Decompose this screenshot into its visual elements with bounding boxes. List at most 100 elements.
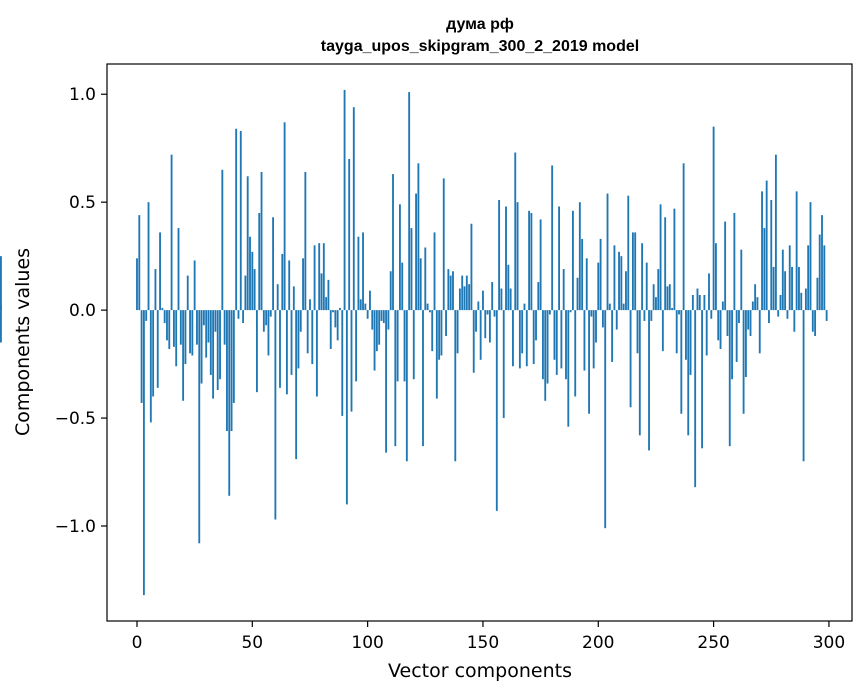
bar-20 <box>182 310 185 401</box>
bar-10 <box>159 232 161 311</box>
bar-163 <box>512 310 514 367</box>
bar-149 <box>479 310 482 360</box>
bar-126 <box>426 303 429 311</box>
bar-185 <box>562 269 565 311</box>
bar-116 <box>403 310 406 382</box>
x-tick-label: 100 <box>351 633 383 653</box>
bar-147 <box>475 310 477 332</box>
bar-94 <box>352 107 355 311</box>
bar-122 <box>417 163 420 311</box>
bar-263 <box>742 310 745 414</box>
bar-134 <box>445 310 447 337</box>
bar-183 <box>558 206 560 311</box>
y-tick-label: −0.5 <box>55 409 96 429</box>
bar-30 <box>205 310 208 358</box>
bar-139 <box>456 310 459 354</box>
bar-236 <box>680 310 683 414</box>
bar-290 <box>804 288 807 311</box>
bar-57 <box>267 310 270 356</box>
bar-135 <box>447 269 450 311</box>
bar-259 <box>733 212 736 311</box>
bar-170 <box>528 210 531 311</box>
bar-165 <box>516 202 519 311</box>
bar-253 <box>719 310 722 349</box>
x-axis-label: Vector components <box>388 660 572 682</box>
bar-177 <box>544 310 547 401</box>
bar-102 <box>371 310 374 330</box>
bar-210 <box>620 256 623 311</box>
bar-87 <box>336 310 339 341</box>
bar-113 <box>396 310 399 382</box>
bar-71 <box>299 310 302 332</box>
bar-50 <box>251 251 254 311</box>
bar-82 <box>325 297 328 311</box>
bar-106 <box>380 310 383 321</box>
bar-54 <box>260 171 263 311</box>
bar-14 <box>168 310 171 349</box>
bar-22 <box>186 275 189 311</box>
bar-166 <box>518 310 521 369</box>
bar-117 <box>405 310 408 462</box>
bar-255 <box>724 221 727 311</box>
bar-213 <box>627 195 630 311</box>
bar-131 <box>438 310 441 360</box>
bar-151 <box>484 310 487 339</box>
bar-197 <box>590 310 593 317</box>
bar-129 <box>433 232 436 311</box>
bar-3 <box>142 310 145 596</box>
bar-291 <box>807 245 810 311</box>
bar-77 <box>313 245 316 311</box>
x-tick-label: 50 <box>241 633 263 653</box>
bar-137 <box>452 271 454 311</box>
bar-284 <box>791 266 793 311</box>
bar-153 <box>488 310 491 343</box>
bar-37 <box>221 169 224 311</box>
bar-39 <box>226 310 228 432</box>
bar-92 <box>348 158 351 311</box>
bar-287 <box>798 266 800 311</box>
bar-277 <box>774 154 777 311</box>
x-tick-label: 0 <box>132 633 143 653</box>
bar-240 <box>689 310 692 375</box>
bar-undefined <box>0 256 2 311</box>
bar-280 <box>781 249 784 311</box>
bar-189 <box>571 210 574 311</box>
bar-99 <box>364 303 367 311</box>
bar-4 <box>145 310 148 321</box>
bar-13 <box>166 310 168 341</box>
bar-36 <box>219 310 221 380</box>
bar-70 <box>297 310 300 369</box>
bar-21 <box>184 310 187 365</box>
bar-74 <box>306 310 309 354</box>
bar-238 <box>685 310 687 360</box>
bar-274 <box>768 310 770 324</box>
bar-138 <box>454 310 457 462</box>
bar-176 <box>542 310 544 380</box>
bar-38 <box>223 310 226 345</box>
bar-229 <box>664 217 667 311</box>
bar-178 <box>546 310 549 384</box>
bar-239 <box>687 310 690 436</box>
bar-167 <box>521 310 524 354</box>
bar-152 <box>486 310 489 315</box>
bar-214 <box>629 310 632 408</box>
bar-64 <box>283 122 286 311</box>
bar-23 <box>189 310 191 354</box>
bar-48 <box>246 176 249 311</box>
bar-297 <box>821 215 823 311</box>
bar-105 <box>378 310 381 345</box>
bar-18 <box>177 228 180 311</box>
bar-63 <box>281 253 284 311</box>
bar-124 <box>422 310 424 447</box>
bar-192 <box>578 202 581 311</box>
y-axis: 1.0 0.5 0.0 −0.5 −1.0 <box>55 85 107 537</box>
bar-200 <box>597 262 600 311</box>
bar-245 <box>701 310 703 449</box>
bar-107 <box>382 310 385 324</box>
x-tick-label: 200 <box>582 633 614 653</box>
bar-288 <box>800 292 803 311</box>
bar-159 <box>502 310 505 419</box>
bar-292 <box>809 202 812 311</box>
bar-148 <box>477 301 480 311</box>
bar-198 <box>592 310 595 369</box>
